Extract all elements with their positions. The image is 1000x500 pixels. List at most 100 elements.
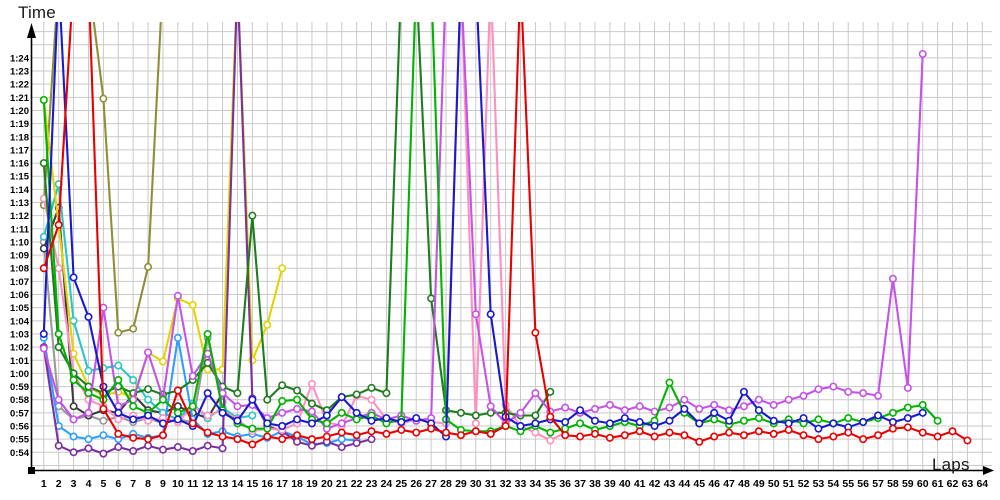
svg-text:23: 23 (366, 478, 378, 490)
svg-text:1:05: 1:05 (10, 303, 30, 314)
svg-text:1:14: 1:14 (10, 185, 30, 196)
svg-text:10: 10 (172, 478, 184, 490)
svg-text:1:21: 1:21 (10, 93, 30, 104)
svg-text:54: 54 (827, 478, 839, 490)
svg-text:1: 1 (41, 478, 47, 490)
svg-text:40: 40 (619, 478, 631, 490)
svg-text:11: 11 (187, 478, 198, 490)
svg-text:7: 7 (130, 478, 136, 490)
svg-text:1:03: 1:03 (10, 329, 29, 340)
svg-text:30: 30 (470, 478, 482, 490)
svg-text:8: 8 (145, 478, 151, 490)
svg-text:13: 13 (217, 478, 229, 490)
axis-origin-marker (28, 467, 35, 474)
x-tick-labels: 1 2 3 4 5 6 7 8 9 10 11 12 13 14 15 16 17 18 19 20 21 22 23 24 2… (41, 478, 988, 490)
svg-text:12: 12 (202, 478, 214, 490)
svg-text:32: 32 (500, 478, 512, 490)
svg-text:42: 42 (649, 478, 661, 490)
y-tick-labels: 1:24 1:23 1:22 1:21 1:20 1:19 1:18 1:17 1:16 1:15… (10, 53, 30, 458)
svg-text:1:04: 1:04 (10, 316, 30, 327)
svg-text:1:16: 1:16 (10, 159, 29, 170)
svg-text:1:24: 1:24 (10, 53, 30, 64)
svg-text:45: 45 (693, 478, 705, 490)
svg-text:1:17: 1:17 (10, 145, 29, 156)
svg-text:27: 27 (425, 478, 437, 490)
svg-text:58: 58 (887, 478, 899, 490)
svg-text:1:22: 1:22 (10, 80, 29, 91)
svg-text:46: 46 (708, 478, 720, 490)
svg-text:1:10: 1:10 (10, 237, 29, 248)
svg-text:20: 20 (321, 478, 333, 490)
svg-text:43: 43 (664, 478, 676, 490)
svg-text:38: 38 (589, 478, 601, 490)
svg-text:60: 60 (917, 478, 929, 490)
svg-text:17: 17 (276, 478, 288, 490)
svg-text:63: 63 (962, 478, 974, 490)
svg-text:1:02: 1:02 (10, 343, 29, 354)
svg-text:1:20: 1:20 (10, 106, 29, 117)
svg-text:1:12: 1:12 (10, 211, 29, 222)
svg-text:28: 28 (440, 478, 452, 490)
svg-text:48: 48 (738, 478, 750, 490)
svg-text:36: 36 (559, 478, 571, 490)
svg-text:18: 18 (291, 478, 303, 490)
svg-text:19: 19 (306, 478, 318, 490)
axes (27, 23, 994, 475)
svg-text:0:58: 0:58 (10, 395, 29, 406)
svg-text:3: 3 (71, 478, 77, 490)
svg-text:52: 52 (798, 478, 810, 490)
svg-text:39: 39 (604, 478, 616, 490)
svg-text:21: 21 (336, 478, 348, 490)
svg-text:50: 50 (768, 478, 780, 490)
svg-text:62: 62 (947, 478, 959, 490)
svg-text:59: 59 (902, 478, 914, 490)
svg-text:37: 37 (574, 478, 586, 490)
svg-text:1:11: 1:11 (11, 224, 30, 235)
svg-text:0:57: 0:57 (10, 408, 29, 419)
x-axis-arrow-icon (983, 466, 994, 475)
series-olive (39, 22, 162, 337)
svg-text:64: 64 (976, 478, 988, 490)
svg-text:29: 29 (455, 478, 467, 490)
svg-text:26: 26 (410, 478, 422, 490)
svg-text:31: 31 (485, 478, 497, 490)
svg-text:0:56: 0:56 (10, 422, 29, 433)
svg-text:0:54: 0:54 (10, 448, 30, 459)
svg-text:4: 4 (86, 478, 92, 490)
svg-text:44: 44 (679, 478, 691, 490)
svg-text:49: 49 (753, 478, 765, 490)
svg-text:0:59: 0:59 (10, 382, 29, 393)
svg-text:5: 5 (100, 478, 106, 490)
svg-text:25: 25 (395, 478, 407, 490)
svg-text:1:19: 1:19 (10, 119, 29, 130)
svg-text:41: 41 (634, 478, 646, 490)
svg-text:56: 56 (857, 478, 869, 490)
svg-text:1:06: 1:06 (10, 290, 29, 301)
svg-text:9: 9 (160, 478, 166, 490)
svg-text:61: 61 (932, 478, 944, 490)
svg-text:1:15: 1:15 (10, 172, 30, 183)
svg-text:55: 55 (842, 478, 854, 490)
svg-text:1:23: 1:23 (10, 67, 29, 78)
svg-text:33: 33 (515, 478, 527, 490)
series-blue (39, 22, 927, 441)
svg-text:34: 34 (530, 478, 542, 490)
svg-text:51: 51 (783, 478, 795, 490)
y-axis-arrow-icon (27, 23, 36, 38)
svg-text:1:13: 1:13 (10, 198, 29, 209)
svg-text:47: 47 (723, 478, 735, 490)
svg-text:57: 57 (872, 478, 884, 490)
svg-text:0:55: 0:55 (10, 435, 30, 446)
svg-text:1:09: 1:09 (10, 251, 29, 262)
svg-text:1:01: 1:01 (10, 356, 30, 367)
svg-text:1:18: 1:18 (10, 132, 29, 143)
svg-text:53: 53 (813, 478, 825, 490)
svg-text:22: 22 (351, 478, 363, 490)
y-axis-title: Time (18, 3, 56, 22)
svg-text:6: 6 (115, 478, 121, 490)
svg-text:16: 16 (261, 478, 273, 490)
svg-text:24: 24 (381, 478, 393, 490)
svg-text:14: 14 (232, 478, 244, 490)
